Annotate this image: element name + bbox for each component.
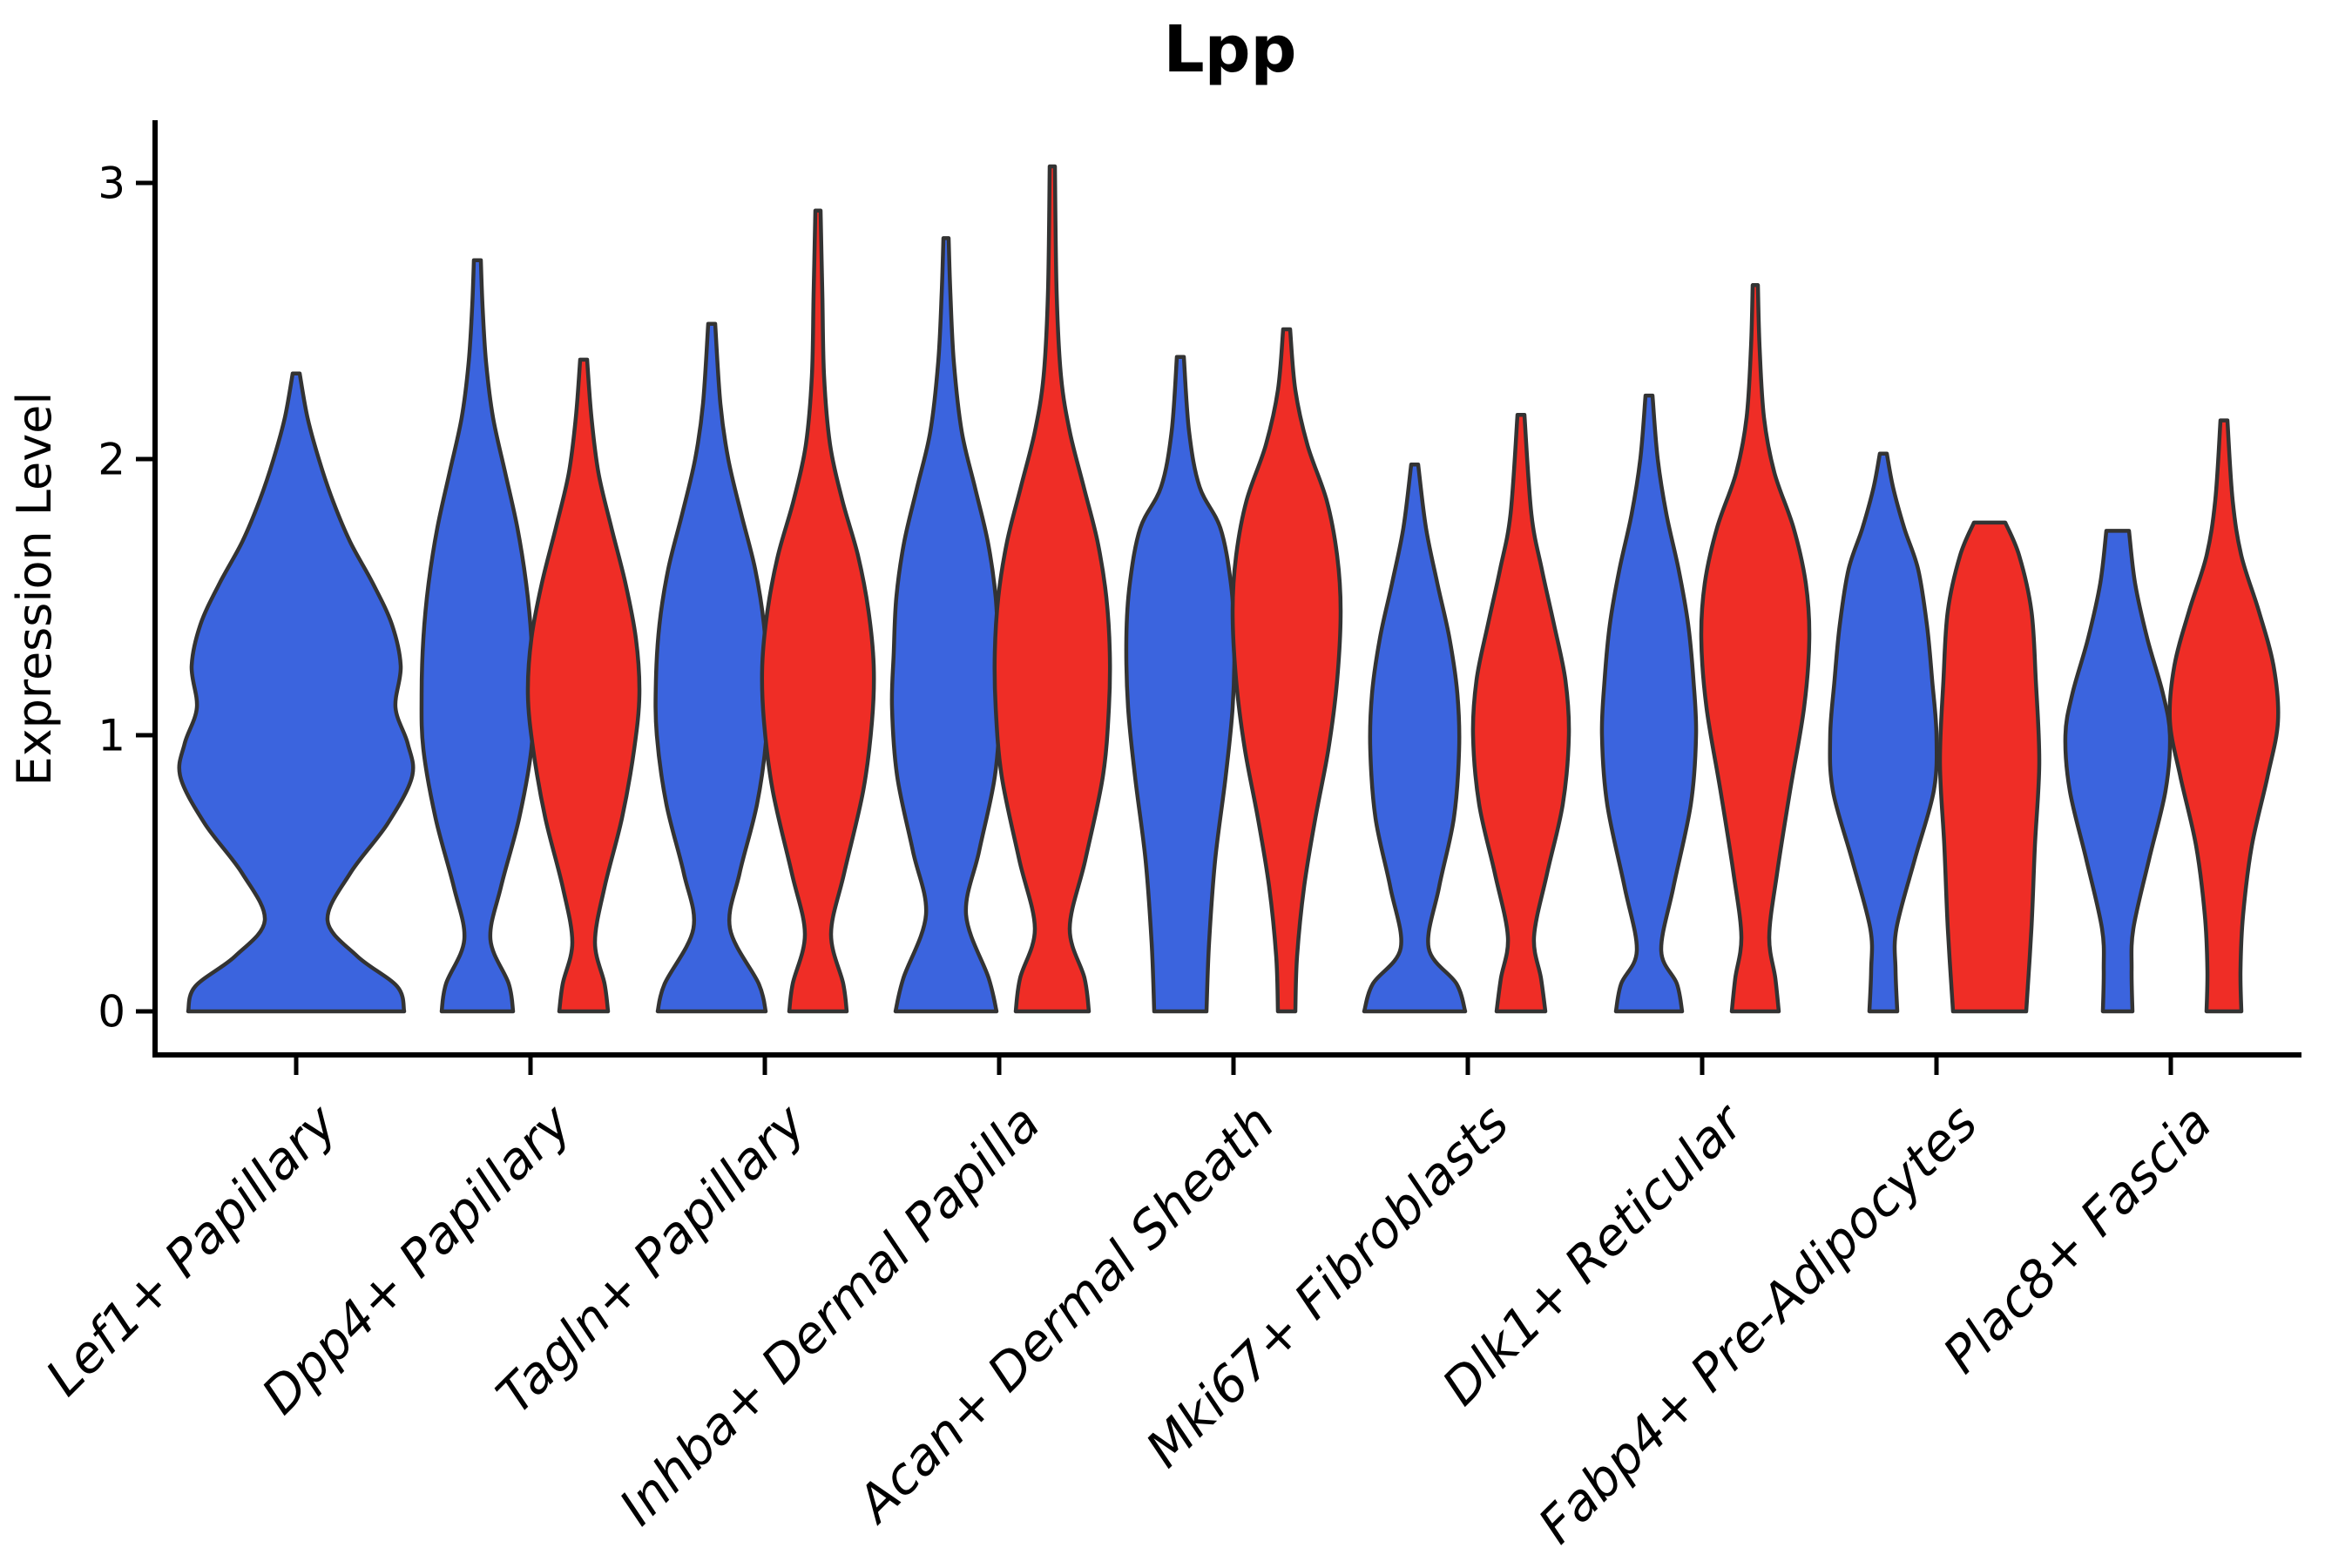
violin-shape-dlk1-reticular-b xyxy=(1699,283,1812,1014)
violin-shape-fabp4-pre-adipocytes-a xyxy=(1828,451,1939,1014)
violin-shape-fabp4-pre-adipocytes-b xyxy=(1937,520,2042,1014)
axes-layer xyxy=(136,120,2301,1075)
violin-shape-tagln-papillary-a xyxy=(653,321,770,1014)
y-tick-label: 3 xyxy=(98,159,125,209)
chart-title: Lpp xyxy=(1163,12,1296,87)
y-tick-label: 2 xyxy=(98,435,125,485)
violin-shape-dlk1-reticular-a xyxy=(1599,393,1699,1014)
violin-shape-mki67-fibroblasts-b xyxy=(1470,413,1571,1014)
violin-shape-acan-dermal-sheath-b xyxy=(1230,327,1343,1014)
violin-shape-lef1-papillary-a xyxy=(177,371,416,1014)
violin-shape-mki67-fibroblasts-a xyxy=(1362,463,1468,1014)
y-axis-title: Expression Level xyxy=(7,392,62,787)
x-category-label: Inhba+ Dermal Papilla xyxy=(608,1093,1051,1537)
y-tick-label: 0 xyxy=(98,987,125,1037)
violins-layer xyxy=(177,164,2281,1014)
violin-shape-plac8-fascia-b xyxy=(2167,418,2281,1014)
violin-shape-plac8-fascia-a xyxy=(2063,529,2173,1014)
violin-shape-tagln-papillary-b xyxy=(760,208,876,1014)
y-tick-label: 1 xyxy=(98,711,125,761)
violin-shape-dpp4-papillary-a xyxy=(419,258,536,1014)
violin-shape-inhba-dermal-papilla-b xyxy=(992,164,1112,1014)
x-category-label: Acan+ Dermal Sheath xyxy=(843,1093,1286,1536)
violin-shape-acan-dermal-sheath-a xyxy=(1124,355,1237,1014)
violin-shape-dpp4-papillary-b xyxy=(525,357,642,1014)
x-category-label: Fabp4+ Pre-Adipocytes xyxy=(1527,1093,1989,1555)
violin-shape-inhba-dermal-papilla-a xyxy=(889,236,1003,1014)
